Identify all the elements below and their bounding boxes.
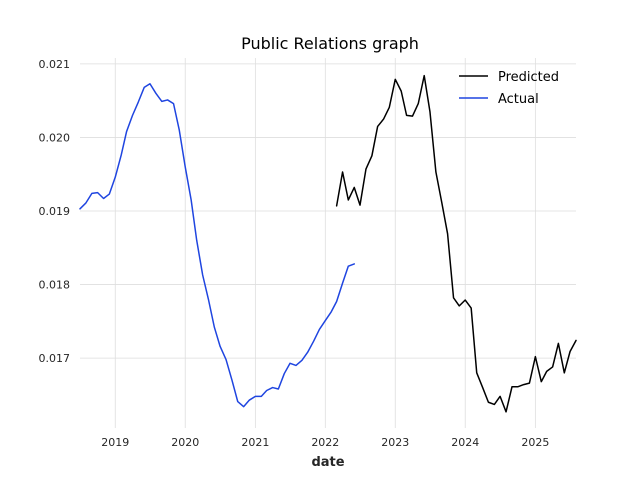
legend-label-predicted: Predicted <box>498 70 559 85</box>
legend-label-actual: Actual <box>498 92 539 107</box>
y-tick-label-2: 0.019 <box>39 205 71 218</box>
y-tick-label-3: 0.020 <box>39 131 71 144</box>
series-line-actual <box>79 83 356 408</box>
plot-lines <box>79 74 577 413</box>
x-axis-ticks: 2019 2020 2021 2022 2023 2024 2025 <box>101 436 549 449</box>
x-tick-label-6: 2025 <box>521 436 549 449</box>
x-tick-label-5: 2024 <box>451 436 479 449</box>
legend: Predicted Actual <box>459 70 559 107</box>
y-tick-label-4: 0.021 <box>39 58 71 71</box>
x-tick-label-0: 2019 <box>101 436 129 449</box>
x-tick-label-3: 2022 <box>311 436 339 449</box>
chart-title: Public Relations graph <box>241 34 419 53</box>
x-tick-label-1: 2020 <box>171 436 199 449</box>
x-tick-label-2: 2021 <box>241 436 269 449</box>
series-line-predicted <box>335 74 577 413</box>
y-tick-label-0: 0.017 <box>39 352 71 365</box>
y-tick-label-1: 0.018 <box>39 279 71 292</box>
x-axis-label: date <box>311 455 344 470</box>
y-axis-ticks: 0.017 0.018 0.019 0.020 0.021 <box>39 58 71 365</box>
grid <box>80 58 576 428</box>
x-tick-label-4: 2023 <box>381 436 409 449</box>
